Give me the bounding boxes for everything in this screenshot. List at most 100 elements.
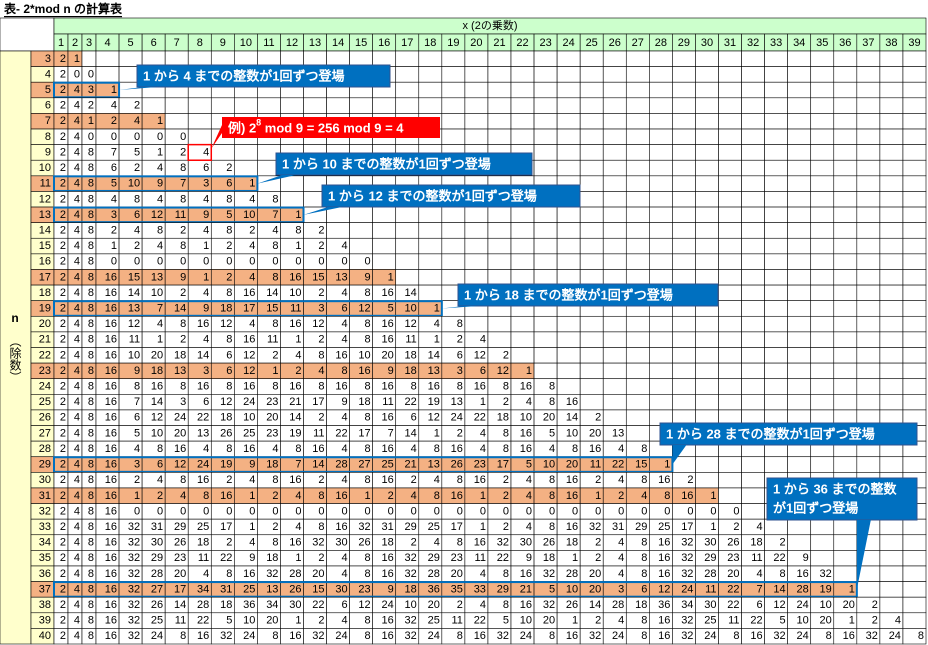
- cell-value: 4: [74, 240, 80, 252]
- cell: [372, 97, 397, 114]
- cell-value: 16: [243, 381, 255, 393]
- cell-value: 8: [365, 474, 371, 486]
- cell: [810, 113, 835, 130]
- cell-value: 23: [174, 552, 186, 564]
- cell: [902, 175, 927, 192]
- cell-value: 15: [635, 459, 647, 471]
- cell-value: 0: [157, 505, 163, 517]
- cell: [625, 409, 650, 426]
- cell-value: 0: [111, 256, 117, 268]
- cell-value: 7: [134, 396, 140, 408]
- cell-value: 20: [543, 615, 555, 627]
- cell-value: 20: [843, 599, 855, 611]
- cell-value: 29: [497, 583, 509, 595]
- cell-value: 26: [289, 583, 301, 595]
- example-callout-text: 例) 28 mod 9 = 256 mod 9 = 4: [228, 118, 404, 136]
- cell-value: 29: [151, 552, 163, 564]
- cell-value: 10: [520, 412, 532, 424]
- cell-value: 16: [289, 630, 301, 642]
- cell: [649, 50, 673, 67]
- cell: [510, 206, 535, 223]
- cell: [718, 222, 742, 239]
- cell: [556, 66, 581, 83]
- cell: [856, 362, 881, 380]
- cell-value: 16: [658, 568, 670, 580]
- n-label: 11: [40, 178, 51, 190]
- cell: [833, 175, 858, 192]
- cell: [602, 175, 627, 192]
- cell: [257, 50, 281, 67]
- cell-value: 2: [595, 537, 601, 549]
- cell: [441, 113, 466, 130]
- cell-value: 14: [151, 396, 163, 408]
- cell: [372, 206, 397, 223]
- cell-value: 8: [365, 615, 371, 627]
- cell-value: 8: [88, 365, 94, 377]
- cell-value: 26: [727, 537, 739, 549]
- cell: [902, 565, 927, 582]
- cell-value: 11: [175, 615, 186, 627]
- cell: [672, 347, 696, 364]
- cell-value: 2: [60, 599, 66, 611]
- cell: [810, 362, 835, 380]
- cell-value: 18: [635, 599, 647, 611]
- cell-value: 0: [457, 505, 463, 517]
- cell-value: 0: [295, 256, 301, 268]
- cell-value: 10: [289, 287, 301, 299]
- cell-value: 10: [566, 583, 578, 595]
- cell-value: 32: [312, 537, 324, 549]
- cell-value: 0: [341, 256, 347, 268]
- cell: [833, 518, 858, 536]
- cell-value: 16: [289, 318, 301, 330]
- cell-value: 16: [105, 474, 117, 486]
- cell-value: 8: [272, 537, 278, 549]
- n-label: 19: [39, 302, 51, 314]
- example-sup: 8: [256, 118, 261, 128]
- cell: [649, 113, 673, 130]
- cell: [395, 66, 420, 83]
- cell: [418, 206, 443, 223]
- n-label: 14: [39, 224, 51, 236]
- cell-value: 1: [111, 240, 117, 252]
- cell-value: 24: [796, 599, 808, 611]
- cell: [741, 144, 765, 161]
- cell: [672, 269, 696, 286]
- cell-value: 8: [88, 334, 94, 346]
- cell-value: 2: [503, 396, 509, 408]
- cell-value: 2: [226, 240, 232, 252]
- cell-value: 32: [128, 537, 140, 549]
- cell-value: 4: [411, 490, 417, 502]
- cell: [487, 66, 512, 83]
- cell-value: 22: [197, 412, 209, 424]
- cell-value: 17: [220, 521, 232, 533]
- n-label: 9: [45, 146, 51, 158]
- cell: [602, 50, 627, 67]
- cell-value: 4: [203, 443, 209, 455]
- cell-value: 32: [405, 615, 417, 627]
- cell: [95, 50, 120, 67]
- cell-value: 28: [197, 599, 209, 611]
- cell: [672, 222, 696, 239]
- cell-value: 16: [566, 474, 578, 486]
- cell-value: 20: [266, 412, 278, 424]
- cell: [672, 66, 696, 83]
- cell-value: 19: [820, 583, 832, 595]
- cell-value: 8: [88, 209, 94, 221]
- cell: [579, 362, 604, 380]
- cell: [625, 128, 650, 145]
- cell-value: 16: [381, 443, 393, 455]
- cell-value: 6: [203, 162, 209, 174]
- cell-value: 8: [365, 630, 371, 642]
- cell-value: 18: [197, 537, 209, 549]
- cell: [856, 144, 881, 161]
- cell-value: 18: [405, 583, 417, 595]
- cell-value: 1: [249, 490, 255, 502]
- n-label: 38: [39, 599, 51, 611]
- cell-value: 10: [405, 599, 417, 611]
- cell: [234, 97, 258, 114]
- column-header: 36: [839, 37, 851, 49]
- cell: [902, 66, 927, 83]
- cell: [833, 113, 858, 130]
- cell: [556, 315, 581, 333]
- cell-value: 2: [503, 474, 509, 486]
